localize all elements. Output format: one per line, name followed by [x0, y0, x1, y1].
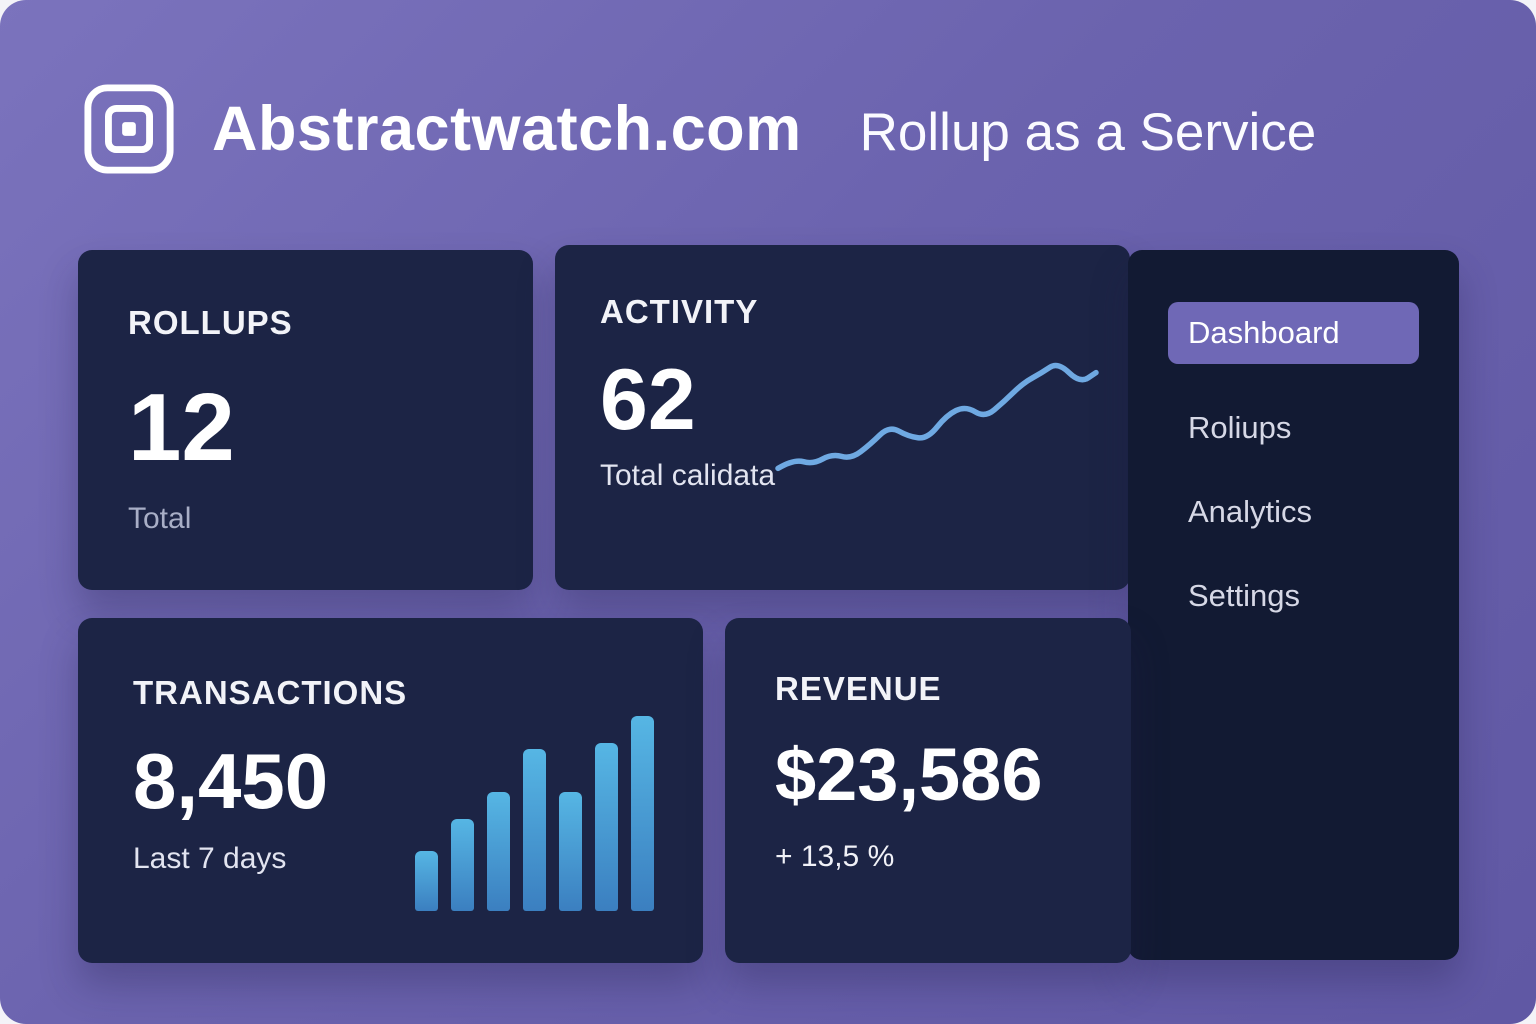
sidebar-item-rollups[interactable]: Roliups	[1168, 390, 1419, 466]
app-title: Abstractwatch.com	[212, 94, 802, 164]
transaction-bar	[523, 748, 546, 911]
transactions-card-title: TRANSACTIONS	[133, 674, 408, 711]
activity-card-subtitle: Total calidata	[600, 459, 776, 492]
sidebar: Dashboard Roliups Analytics Settings	[1128, 250, 1459, 960]
transactions-card-value: 8,450	[133, 737, 329, 825]
rollups-card: ROLLUPS 12 Total	[78, 250, 533, 590]
rollups-card-title: ROLLUPS	[128, 304, 293, 341]
transactions-card: TRANSACTIONS 8,450 Last 7 days	[78, 618, 703, 963]
rollups-card-subtitle: Total	[128, 502, 192, 535]
revenue-card-subtitle: + 13,5 %	[775, 840, 895, 873]
rollups-card-value: 12	[128, 374, 235, 481]
transactions-card-subtitle: Last 7 days	[133, 842, 287, 875]
sidebar-item-dashboard[interactable]: Dashboard	[1168, 302, 1419, 364]
transaction-bar	[487, 791, 510, 911]
revenue-card: REVENUE $23,586 + 13,5 %	[725, 618, 1131, 963]
activity-card-value: 62	[600, 352, 696, 448]
activity-sparkline	[775, 362, 1099, 472]
activity-card-title: ACTIVITY	[600, 293, 759, 330]
transaction-bar	[559, 791, 582, 911]
transactions-bar-chart	[415, 716, 655, 911]
header-titles: Abstractwatch.com Rollup as a Service	[212, 93, 1316, 165]
revenue-card-value: $23,586	[775, 733, 1043, 816]
transaction-bar	[631, 716, 654, 911]
transaction-bar	[595, 743, 618, 911]
brand-logo-icon	[82, 82, 176, 176]
revenue-card-title: REVENUE	[775, 670, 942, 707]
sidebar-item-label: Settings	[1188, 578, 1301, 613]
sidebar-item-label: Dashboard	[1188, 315, 1340, 350]
header: Abstractwatch.com Rollup as a Service	[82, 82, 1316, 176]
sidebar-item-label: Analytics	[1188, 494, 1313, 529]
app-subtitle: Rollup as a Service	[859, 103, 1317, 162]
sidebar-item-analytics[interactable]: Analytics	[1168, 474, 1419, 550]
activity-card: ACTIVITY 62 Total calidata	[555, 245, 1130, 590]
sidebar-item-settings[interactable]: Settings	[1168, 558, 1419, 634]
transaction-bar	[451, 818, 474, 911]
sidebar-item-label: Roliups	[1188, 410, 1292, 445]
transaction-bar	[415, 851, 438, 911]
